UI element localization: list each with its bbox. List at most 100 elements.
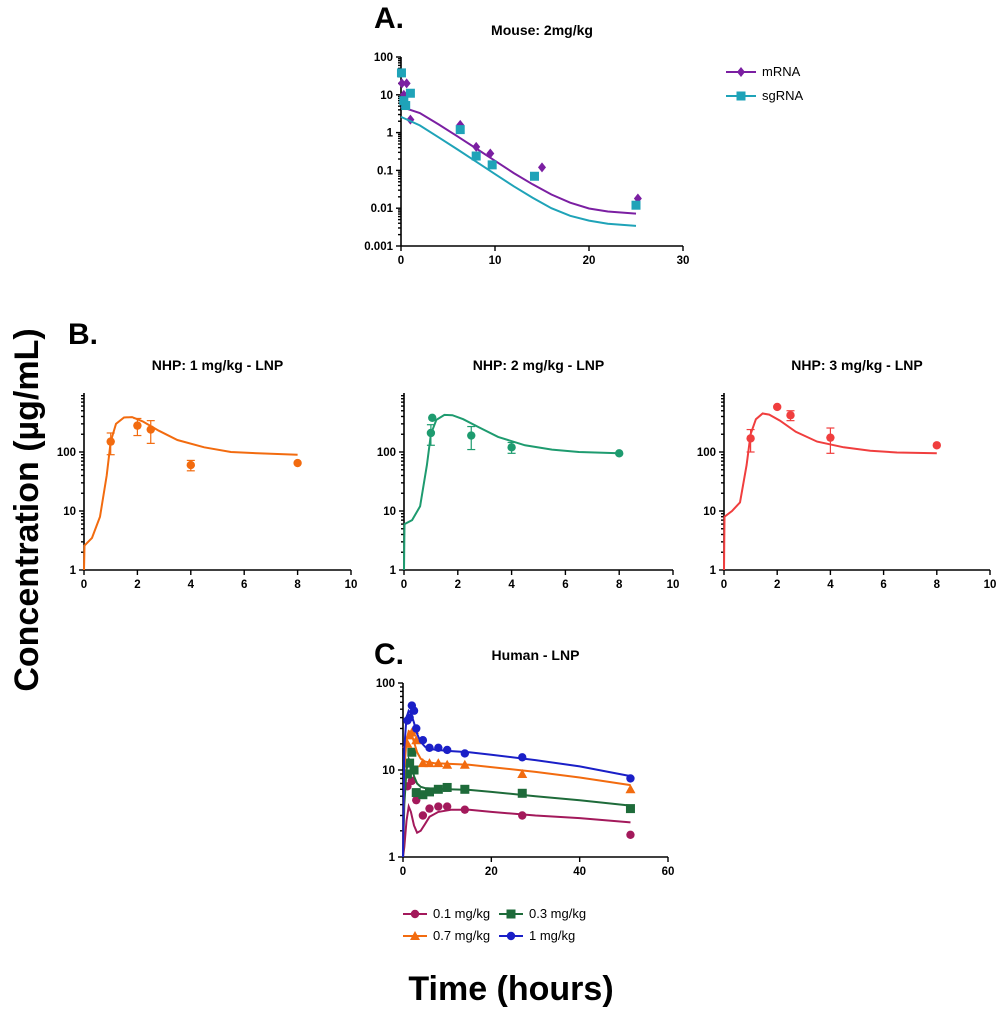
chart-title: Mouse: 2mg/kg [491, 22, 593, 38]
data-point [486, 148, 495, 159]
x-tick-label: 0 [401, 579, 407, 591]
data-point [826, 433, 835, 442]
x-tick-label: 2 [134, 579, 140, 591]
legend-item: 0.3 mg/kg [499, 906, 586, 921]
series-nhp-1-mg-kg [83, 416, 302, 571]
series-nhp-3-mg-kg [723, 402, 941, 571]
legend-marker [506, 931, 516, 941]
data-point [460, 749, 470, 758]
x-tick-label: 4 [508, 579, 515, 591]
data-point [625, 784, 636, 794]
y-tick-label: 100 [57, 447, 76, 459]
data-point [615, 449, 624, 458]
x-tick-label: 8 [294, 579, 301, 591]
x-tick-label: 40 [573, 866, 586, 878]
fit-curve [400, 105, 637, 215]
x-tick-label: 4 [827, 579, 834, 591]
y-tick-label: 100 [377, 447, 396, 459]
data-point [418, 736, 428, 745]
legend-item: 0.7 mg/kg [403, 928, 490, 943]
x-tick-label: 8 [934, 579, 941, 591]
data-point [467, 431, 476, 440]
data-point [442, 745, 452, 755]
data-point [424, 758, 435, 768]
data-point [631, 200, 641, 210]
data-point [186, 460, 195, 470]
series-nhp-2-mg-kg [403, 413, 624, 571]
legend-marker [410, 909, 420, 919]
plots-group: Mouse: 2mg/kg0 10 20 300.0010.010.1110100mR… [57, 22, 996, 943]
y-tick-label: 10 [63, 506, 76, 518]
data-point [407, 747, 417, 757]
x-tick-label: 8 [616, 579, 623, 591]
x-tick-label: 20 [485, 866, 498, 878]
data-point [409, 765, 419, 775]
data-point [407, 776, 417, 786]
y-tick-label: 10 [380, 90, 393, 102]
data-point [106, 437, 115, 446]
data-point [425, 743, 434, 752]
series-1-mg-kg [402, 701, 635, 858]
data-point [455, 125, 465, 135]
data-point [425, 804, 434, 813]
data-point [507, 443, 516, 452]
legend-item: sgRNA [726, 88, 804, 103]
data-point [425, 787, 434, 797]
data-point [146, 425, 155, 434]
data-point [434, 802, 443, 811]
y-tick-label: 10 [703, 506, 716, 518]
chart-nhp1: NHP: 1 mg/kg - LNP 0 2 4 6 8 10 1 10 100 [57, 357, 358, 591]
data-point [402, 769, 412, 779]
y-tick-label: 100 [374, 52, 393, 64]
x-tick-label: 0 [81, 579, 87, 591]
x-tick-label: 20 [583, 255, 596, 267]
data-point [472, 141, 481, 152]
y-axis-label: Concentration (µg/mL) [8, 328, 46, 691]
data-point [402, 78, 411, 89]
series-mrna [397, 78, 642, 215]
series-0-3-mg-kg [402, 747, 635, 858]
panel-label-b: B. [68, 318, 98, 351]
x-tick-label: 0 [721, 579, 727, 591]
x-tick-label: 6 [880, 579, 886, 591]
panel-label-c: C. [374, 638, 404, 671]
data-point [428, 413, 437, 422]
data-point [746, 434, 755, 443]
y-tick-label: 1 [710, 565, 717, 577]
legend-label: mRNA [762, 64, 801, 79]
legend-label: 0.3 mg/kg [529, 906, 586, 921]
y-tick-label: 0.1 [377, 165, 394, 177]
data-point [399, 96, 409, 106]
legend-label: 0.1 mg/kg [433, 906, 490, 921]
y-tick-label: 1 [70, 565, 77, 577]
data-point [773, 402, 782, 412]
panel-label-a: A. [374, 2, 404, 35]
chart-title: Human - LNP [492, 647, 580, 663]
x-tick-label: 2 [455, 579, 461, 591]
legend-marker [410, 931, 420, 940]
data-point [405, 88, 415, 98]
chart-nhp3: NHP: 3 mg/kg - LNP 0 2 4 6 8 10 1 10 100 [697, 357, 996, 591]
data-point [433, 758, 444, 768]
data-point [412, 724, 421, 733]
x-tick-label: 10 [984, 579, 996, 591]
data-point [412, 795, 421, 805]
fit-curve [402, 708, 631, 858]
legend-label: 1 mg/kg [529, 928, 575, 943]
data-point [396, 68, 406, 78]
x-axis-label: Time (hours) [408, 970, 613, 1008]
chart-title: NHP: 2 mg/kg - LNP [473, 357, 604, 373]
data-point [786, 411, 795, 420]
x-tick-label: 10 [667, 579, 680, 591]
x-tick-label: 30 [677, 255, 690, 267]
data-point [417, 758, 428, 768]
data-point [418, 811, 428, 820]
data-point [517, 768, 528, 778]
data-point [626, 830, 635, 839]
data-point [293, 458, 302, 468]
y-tick-label: 1 [389, 852, 396, 864]
data-point [518, 811, 527, 820]
x-tick-label: 0 [398, 255, 404, 267]
x-tick-label: 6 [562, 579, 568, 591]
chart-nhp2: NHP: 2 mg/kg - LNP 0 2 4 6 8 10 1 10 100 [377, 357, 680, 591]
